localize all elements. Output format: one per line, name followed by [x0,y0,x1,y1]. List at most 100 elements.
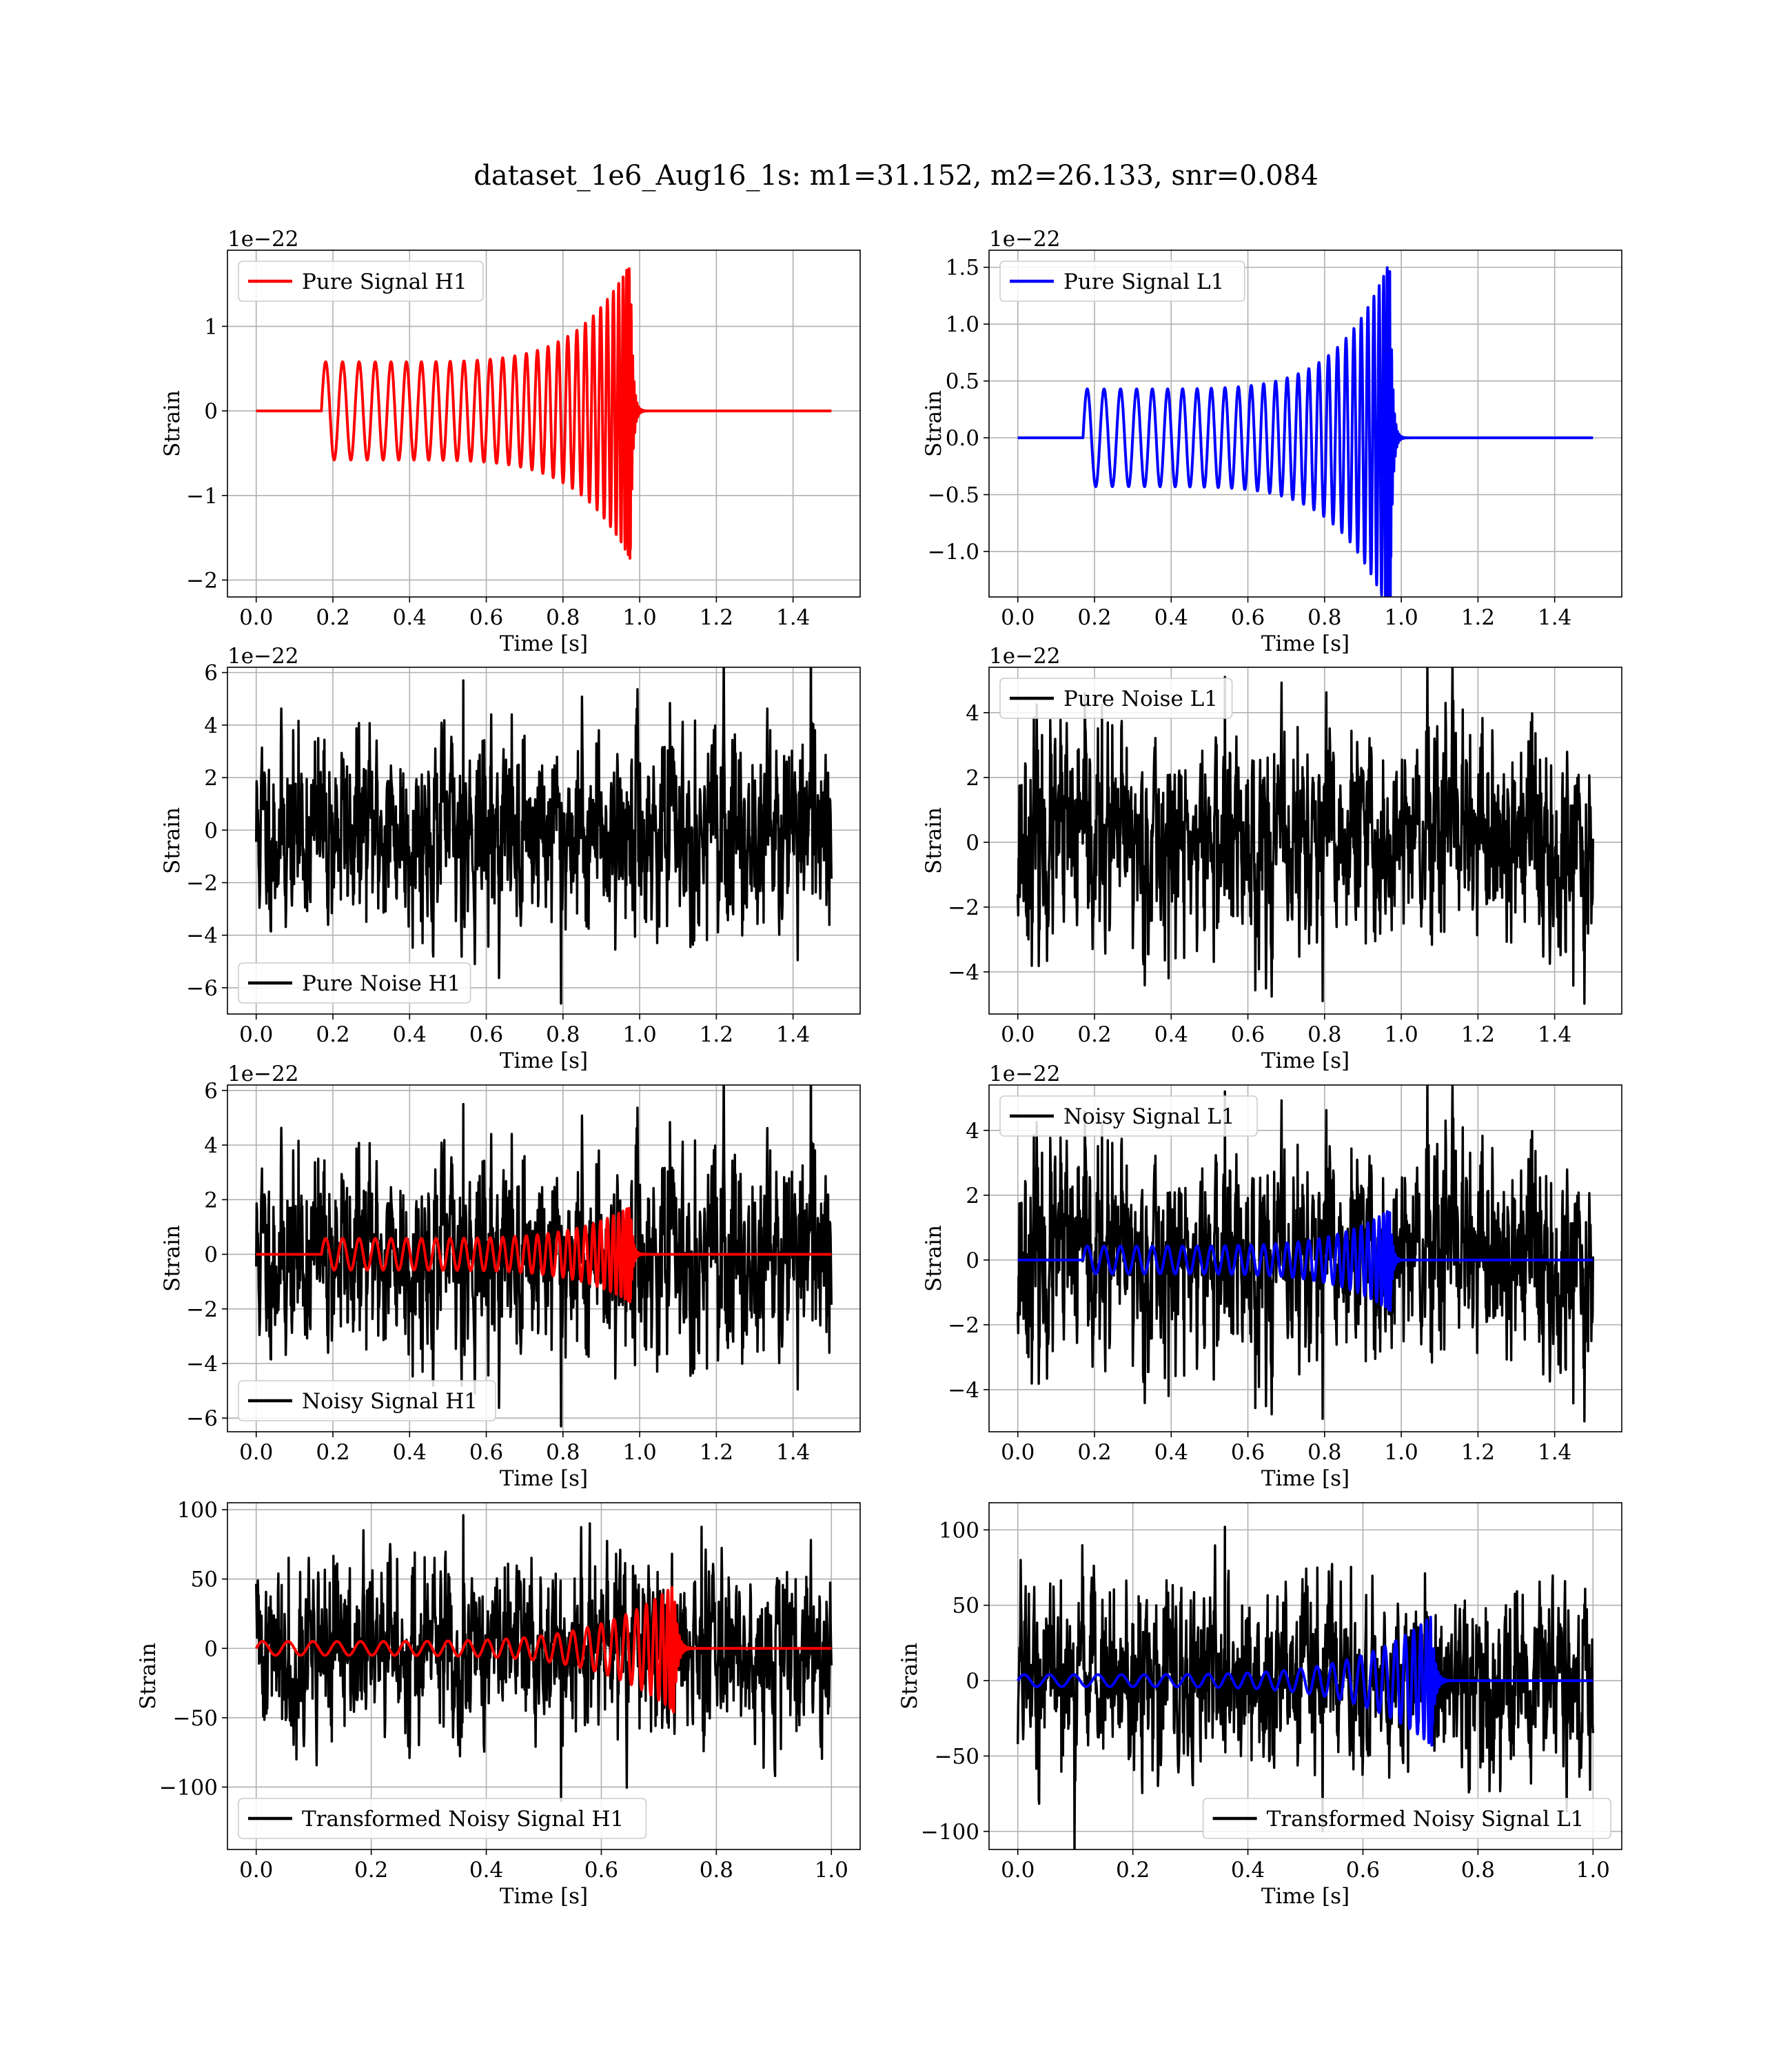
x-tick-label: 1.0 [1384,605,1418,630]
legend: Noisy Signal L1 [999,1095,1258,1137]
legend-box [999,678,1233,719]
series-line-chirp-overlay [256,1206,833,1304]
panel-transformed-l1: 0.0 0.2 0.4 0.6 0.8 1.0 −100 −50 0 50 100 Time [s] S… [897,1502,1622,1909]
x-tick-label: 1.4 [1538,1022,1571,1047]
y-tick-label: −6 [186,976,218,1001]
y-tick-label: 4 [966,1119,979,1144]
legend-box [999,261,1245,302]
series-line-pure-signal-h1 [256,267,833,560]
x-tick-label: 0.8 [1307,1022,1341,1047]
x-tick-label: 1.2 [700,1440,733,1465]
x-tick-label: 0.2 [354,1858,388,1883]
legend-box [999,1095,1258,1137]
y-tick-label: −50 [935,1744,979,1769]
y-tick-label: 6 [204,661,218,686]
x-tick-label: 1.2 [700,1022,733,1047]
legend: Transformed Noisy Signal L1 [1202,1798,1611,1839]
panel-pure-noise-h1: 0.0 0.2 0.4 0.6 0.8 1.0 1.2 1.4 −6 −4 −2 0 2 4 6 Time [… [160,644,861,1073]
x-tick-label: 0.4 [1154,605,1188,630]
y-tick-label: 6 [204,1079,218,1104]
x-tick-label: 0.6 [1231,1440,1265,1465]
x-tick-label: 1.4 [1538,1440,1571,1465]
x-tick-label: 1.4 [776,1440,810,1465]
y-tick-label: 1.0 [946,312,979,337]
legend-box [238,261,484,302]
y-tick-label: −100 [921,1820,979,1845]
axes-frame [227,667,861,1015]
legend-label: Noisy Signal H1 [302,1389,478,1414]
y-tick-label: 50 [191,1568,218,1592]
y-tick-label: 4 [204,1133,218,1158]
plot-area [254,1514,833,1803]
x-tick-label: 1.2 [1461,605,1495,630]
x-tick-label: 0.6 [1346,1858,1380,1883]
panel-noisy-signal-l1: 0.0 0.2 0.4 0.6 0.8 1.0 1.2 1.4 −4 −2 0 2 4 Time [s] S… [922,1062,1622,1491]
series-line-pure-signal-l1 [1017,266,1594,597]
panel-transformed-h1: 0.0 0.2 0.4 0.6 0.8 1.0 −100 −50 0 50 100 Time [s] S… [136,1498,861,1909]
x-axis-label: Time [s] [1261,1884,1350,1909]
axis-offset-label: 1e−22 [227,227,299,252]
x-tick-label: 0.8 [546,605,580,630]
y-tick-label: 4 [204,713,218,738]
x-tick-label: 0.2 [316,605,349,630]
y-tick-label: 0 [204,1243,218,1268]
legend-label: Transformed Noisy Signal H1 [302,1807,624,1832]
legend-label: Pure Noise H1 [302,971,460,996]
legend: Noisy Signal H1 [238,1380,496,1421]
plot-area [1017,1085,1594,1423]
x-tick-label: 1.4 [1538,605,1571,630]
figure-title: dataset_1e6_Aug16_1s: m1=31.152, m2=26.1… [474,160,1318,192]
y-tick-label: −50 [173,1706,218,1731]
axes-frame [988,1502,1622,1850]
x-tick-label: 0.4 [393,605,427,630]
legend-label: Transformed Noisy Signal L1 [1267,1807,1585,1832]
panel-noisy-signal-h1: 0.0 0.2 0.4 0.6 0.8 1.0 1.2 1.4 −6 −4 −2 0 2 4 6 Time [… [160,1062,861,1491]
x-tick-label: 1.2 [1461,1440,1495,1465]
plot-area [1017,266,1594,597]
y-axis-label: Strain [922,390,946,457]
y-tick-label: −2 [948,1313,979,1338]
y-axis-label: Strain [136,1643,161,1710]
x-tick-label: 0.0 [239,1440,273,1465]
y-tick-label: 0 [204,818,218,843]
y-axis-label: Strain [922,807,946,874]
x-tick-label: 1.0 [1576,1858,1610,1883]
axis-offset-label: 1e−22 [227,644,299,669]
y-axis-label: Strain [897,1643,922,1710]
series-line-transformed-noisy-signal-l1 [1017,1525,1594,1849]
legend: Pure Noise L1 [999,678,1233,719]
x-tick-label: 1.0 [815,1858,848,1883]
y-tick-label: 0 [204,399,218,424]
y-tick-label: −1.0 [928,540,979,565]
y-tick-label: −1 [186,484,218,509]
x-tick-label: 0.8 [1307,1440,1341,1465]
y-tick-label: −4 [186,924,218,949]
x-tick-label: 0.6 [1231,605,1265,630]
x-tick-label: 0.2 [1077,1022,1111,1047]
x-tick-label: 1.4 [776,605,810,630]
x-tick-label: 1.2 [1461,1022,1495,1047]
x-tick-label: 1.2 [700,605,733,630]
y-tick-label: −2 [186,1297,218,1322]
x-axis-label: Time [s] [500,1048,588,1073]
series-line-pure-noise-h1 [255,667,833,1005]
y-tick-label: 2 [966,766,979,791]
legend: Transformed Noisy Signal H1 [238,1798,647,1839]
legend: Pure Signal L1 [999,261,1245,302]
series-line-chirp-overlay [1016,1615,1594,1747]
x-tick-label: 0.6 [584,1858,618,1883]
panel-pure-signal-h1: 0.0 0.2 0.4 0.6 0.8 1.0 1.2 1.4 −2 −1 0 1 Time [s] St… [160,227,861,656]
x-tick-label: 0.8 [1461,1858,1495,1883]
y-tick-label: 2 [204,1188,218,1213]
legend-label: Pure Noise L1 [1063,687,1218,711]
y-tick-label: 0 [966,1248,979,1273]
x-tick-label: 1.0 [622,605,656,630]
x-tick-label: 0.2 [316,1022,349,1047]
y-tick-label: 100 [939,1518,979,1543]
plot-area [1017,667,1594,1005]
axis-offset-label: 1e−22 [989,227,1061,252]
x-tick-label: 0.0 [239,605,273,630]
x-tick-label: 0.0 [1001,1858,1035,1883]
y-axis-label: Strain [160,390,185,457]
